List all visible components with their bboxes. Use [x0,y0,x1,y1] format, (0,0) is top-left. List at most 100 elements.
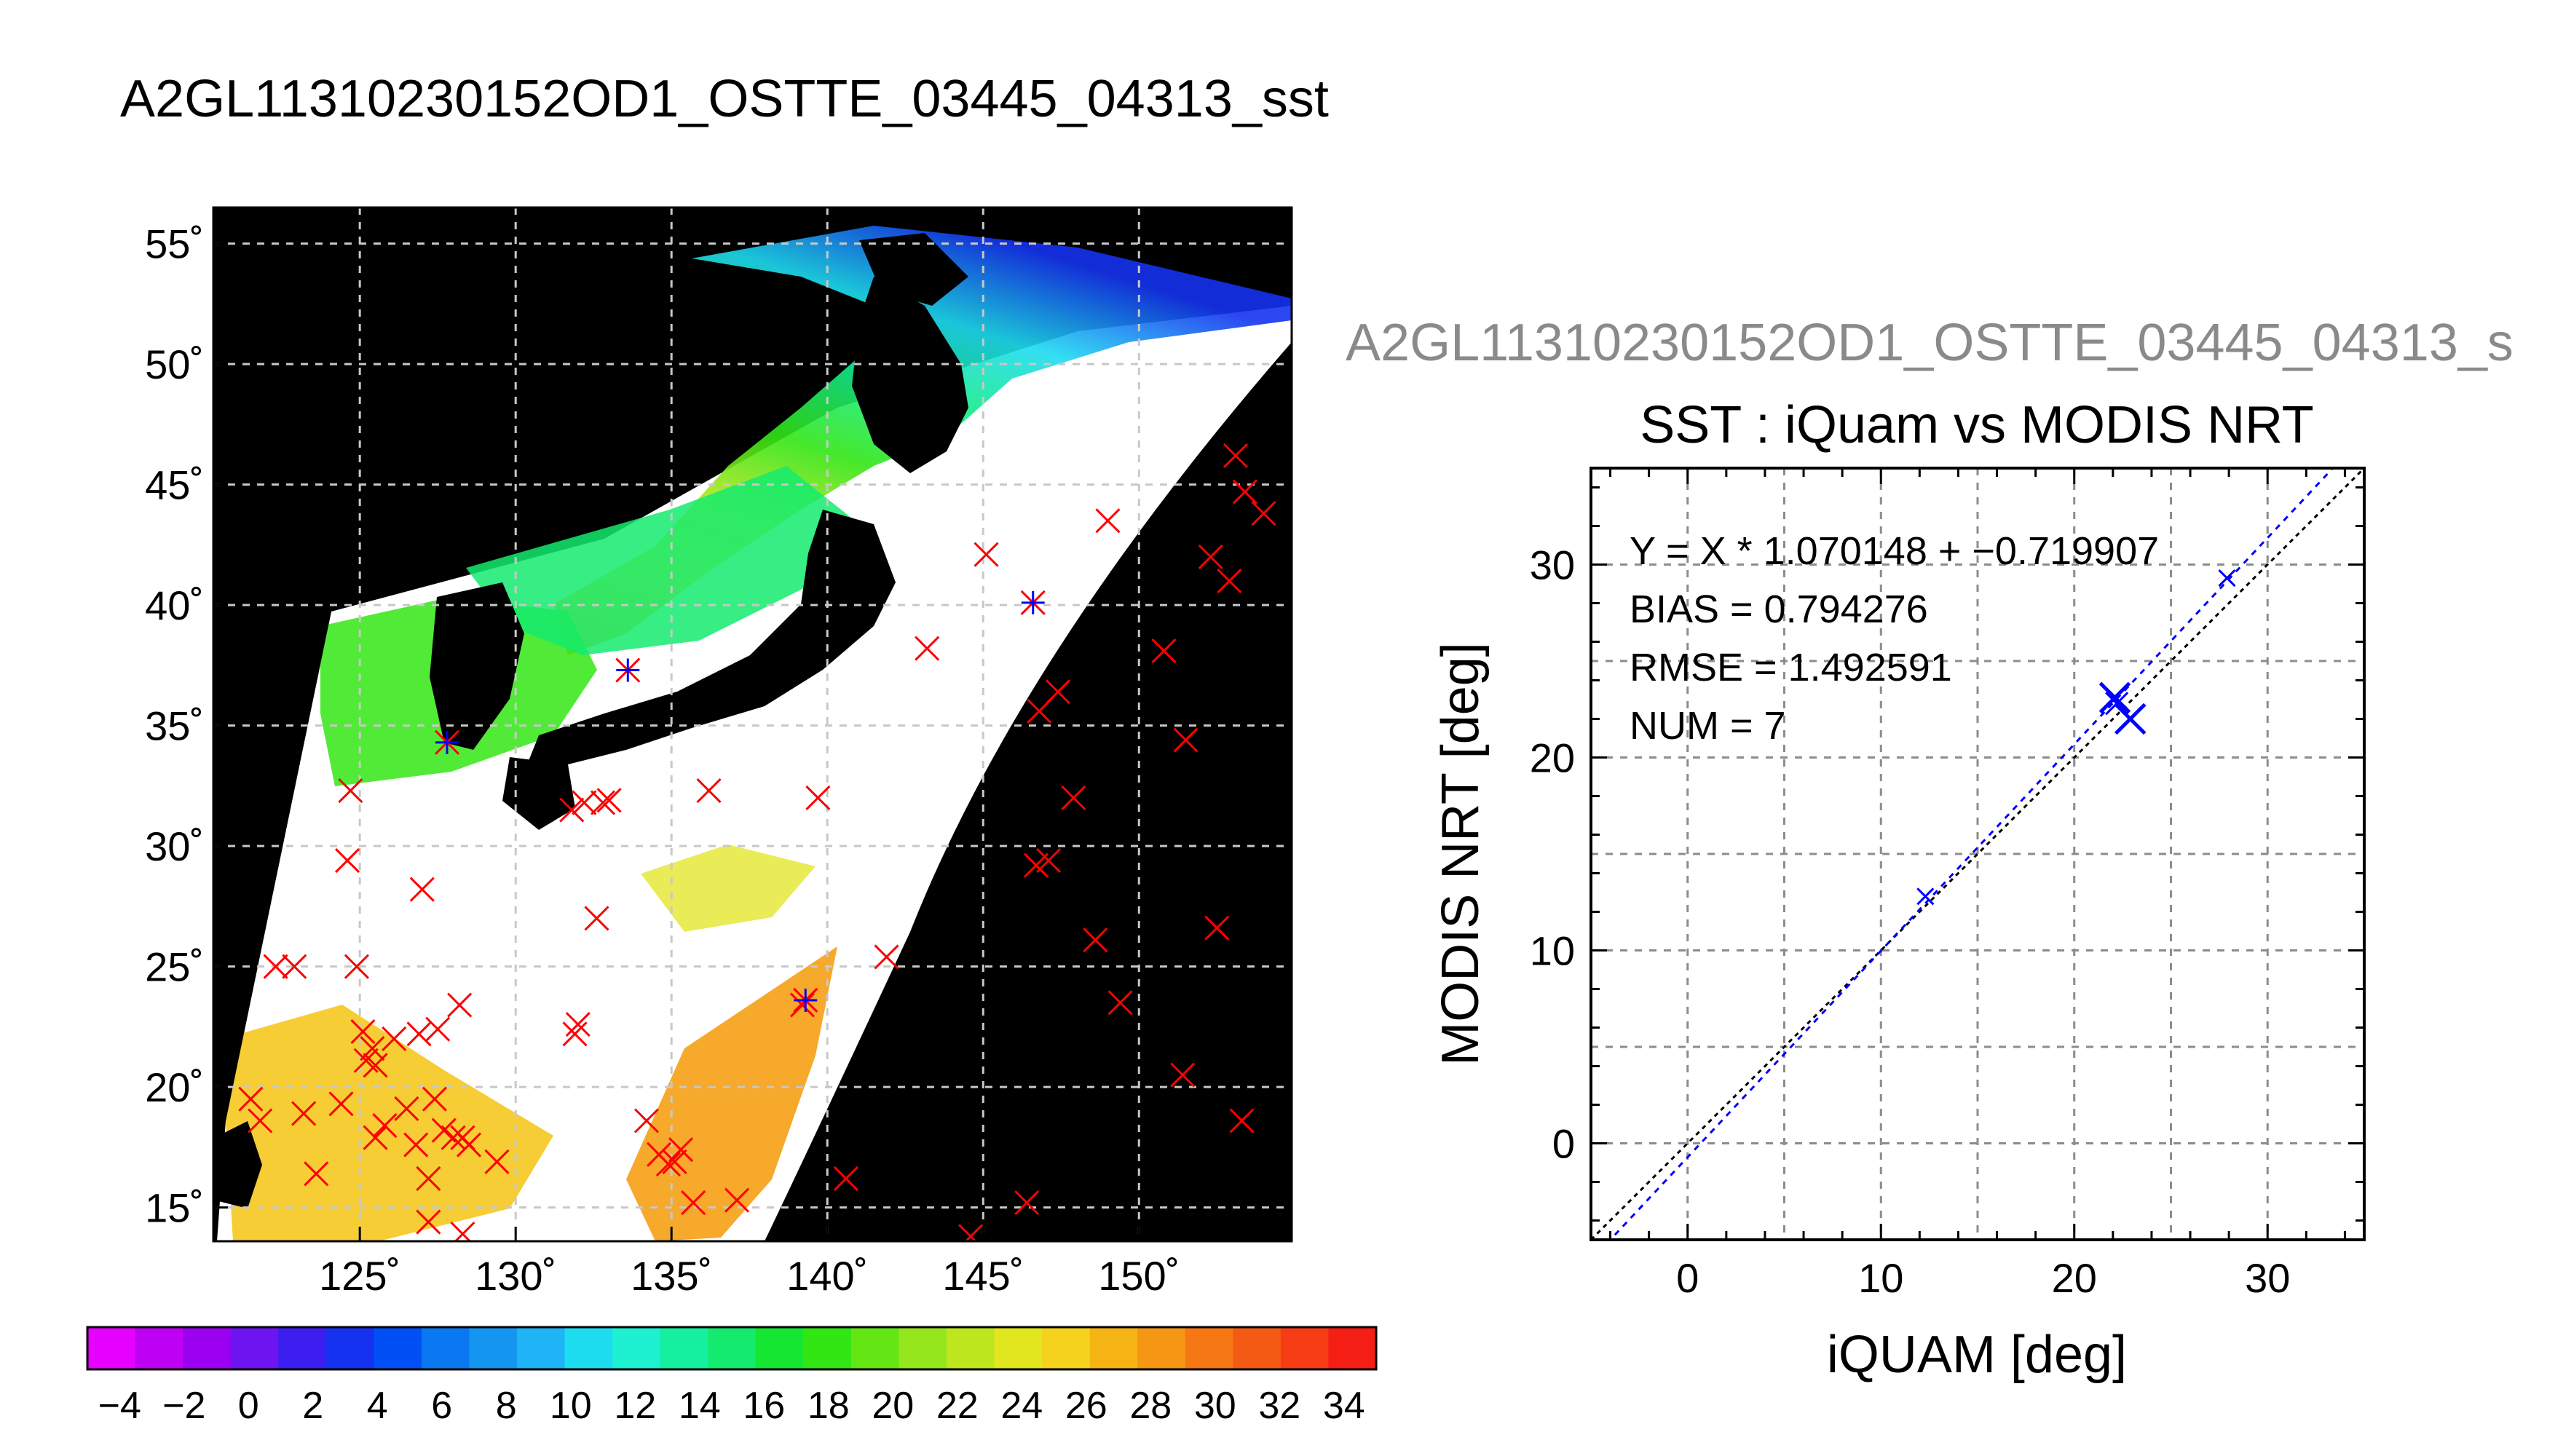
map-match-marker [974,542,999,567]
colorbar-cell [230,1327,280,1369]
colorbar-cell [374,1327,422,1369]
scatter-ylabel: MODIS NRT [deg] [1431,642,1490,1066]
regression-line [1608,468,2335,1240]
scatter-point [1916,887,1935,906]
map-match-marker [1229,1108,1255,1133]
map-match-marker [441,1125,466,1150]
scatter-x-tick-label: 0 [1676,1255,1699,1301]
land-sakhalin-north [859,233,968,306]
map-match-marker [681,1190,706,1216]
map-buoy-marker [615,657,641,683]
map-match-marker [1232,479,1257,505]
stat-equation: Y = X * 1.070148 + −0.719907 [1630,529,2159,573]
map-lat-tick-label: 55˚ [145,221,204,267]
map-match-marker [334,847,360,874]
map-match-marker [304,1161,329,1187]
map-match-marker [1170,1062,1196,1088]
map-lon-tick-label: 140˚ [786,1253,868,1299]
map-match-marker [382,1026,407,1052]
map-lat-tick-label: 40˚ [145,582,204,628]
colorbar-cell [708,1327,757,1369]
colorbar-cell [850,1327,900,1369]
colorbar-cell [135,1327,184,1369]
colorbar-tick-label: 8 [496,1385,517,1427]
scatter-title: SST : iQuam vs MODIS NRT [1640,396,2314,454]
colorbar-tick-label: 6 [431,1385,452,1427]
map-lat-tick-label: 30˚ [145,823,204,869]
map-match-marker [238,1086,264,1112]
colorbar-tick-label: 14 [679,1385,721,1427]
colorbar-tick-label: 0 [238,1385,259,1427]
map-match-marker [422,1086,447,1112]
sst-field-mid [641,844,816,932]
colorbar-cell [994,1327,1043,1369]
map-match-marker [655,1152,681,1177]
map-buoy-marker [434,729,460,755]
land-korea-china [213,207,692,1121]
map-match-marker [590,790,616,815]
map-match-marker [363,1053,388,1078]
map-lon-tick-label: 145˚ [942,1253,1024,1299]
map-match-marker [789,992,816,1018]
map-match-marker [360,1036,385,1061]
map-match-marker [484,1149,510,1174]
scatter-y-tick-label: 0 [1552,1121,1575,1167]
map-lat-tick-label: 25˚ [145,944,204,990]
map-match-marker [425,1016,451,1042]
scatter-x-tick-label: 10 [1858,1255,1903,1301]
map-lon-tick-label: 125˚ [319,1253,400,1299]
colorbar-cell [469,1327,518,1369]
map-match-marker [833,1166,858,1192]
colorbar-cell [325,1327,375,1369]
map-match-marker [328,1091,354,1117]
scatter-point [2098,681,2131,714]
map-match-marker [584,906,609,931]
scatter-y-tick-label: 10 [1530,928,1575,974]
map-match-marker [409,877,435,902]
map-match-marker [1251,501,1276,526]
map-match-marker [1083,927,1108,953]
sst-field-sea [466,466,859,655]
scatter-frame [1590,467,2366,1241]
land-korea-peninsula [430,582,524,750]
scatter-x-tick-label: 30 [2245,1255,2290,1301]
colorbar-cell [421,1327,470,1369]
map-match-marker [724,1187,750,1213]
map-match-marker [416,1209,441,1235]
map-lon-tick-label: 135˚ [631,1253,712,1299]
map-lat-tick-label: 15˚ [145,1185,204,1231]
map-match-marker [447,992,473,1018]
map-match-marker [1036,847,1062,874]
colorbar-cell [1233,1327,1282,1369]
colorbar-cell [183,1327,232,1369]
colorbar-cell [612,1327,661,1369]
colorbar-cell [1137,1327,1186,1369]
colorbar-cell [517,1327,566,1369]
map-lon-tick-label: 130˚ [475,1253,556,1299]
map-match-marker [363,1125,388,1150]
map-match-marker [874,944,899,970]
map-match-marker [572,790,597,815]
map-match-marker [1223,443,1249,468]
map-match-marker [562,1021,588,1047]
map-match-marker [1217,568,1242,594]
colorbar-tick-label: 26 [1065,1385,1107,1427]
colorbar-tick-label: 4 [367,1385,388,1427]
colorbar-cell [947,1327,995,1369]
stat-num: NUM = 7 [1630,704,1786,748]
map-lat-tick-label: 35˚ [145,703,204,749]
map-match-marker [406,1021,432,1047]
map-match-marker [350,1018,376,1045]
map-match-marker [1204,915,1230,941]
map-match-marker [958,1224,984,1241]
map-lat-tick-label: 20˚ [145,1064,204,1110]
map-match-marker [403,1132,429,1158]
map-match-marker [1173,727,1198,753]
map-match-marker [456,1132,482,1158]
map-match-marker [416,1166,441,1192]
identity-line [1591,468,2364,1240]
map-match-marker [248,1108,273,1133]
colorbar-tick-label: −4 [98,1385,141,1427]
map-buoy-marker [1020,590,1046,615]
